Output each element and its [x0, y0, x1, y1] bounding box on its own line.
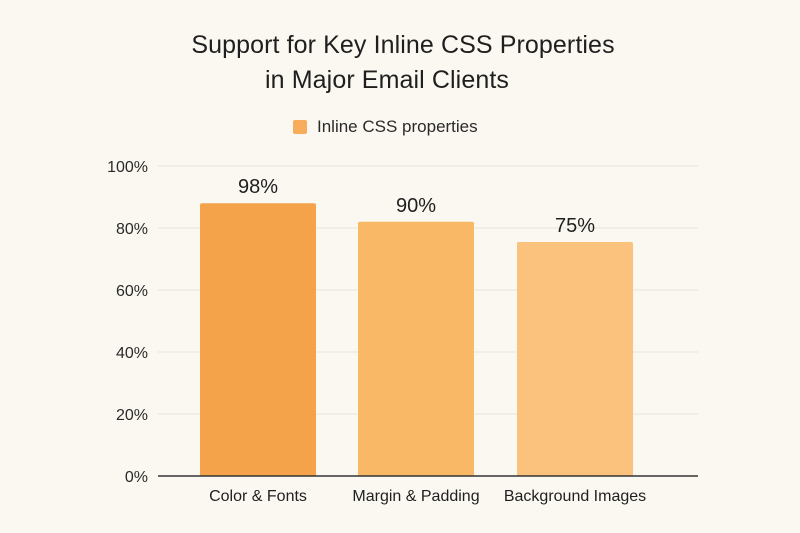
- bar-2: [358, 221, 474, 476]
- y-tick-label-100: 100%: [107, 159, 148, 176]
- y-tick-label-60: 60%: [116, 283, 148, 300]
- y-tick-label-20: 20%: [116, 407, 148, 424]
- data-label-3: 75%: [555, 215, 595, 237]
- legend: Inline CSS properties: [293, 116, 478, 138]
- data-label-2: 90%: [396, 195, 436, 217]
- x-tick-label-1: Color & Fonts: [209, 488, 307, 505]
- legend-swatch: [293, 120, 307, 134]
- bar-3: [517, 241, 633, 476]
- chart-title-line-1: Support for Key Inline CSS Properties: [191, 31, 615, 59]
- bar-1: [200, 203, 316, 476]
- data-label-1: 98%: [238, 176, 278, 198]
- legend-label: Inline CSS properties: [317, 117, 478, 136]
- x-tick-label-3: Background Images: [504, 488, 646, 505]
- chart-title-line-2: in Major Email Clients: [265, 66, 509, 94]
- y-tick-label-40: 40%: [116, 345, 148, 362]
- y-tick-label-80: 80%: [116, 221, 148, 238]
- y-tick-label-0: 0%: [125, 469, 148, 486]
- x-tick-label-2: Margin & Padding: [352, 488, 479, 505]
